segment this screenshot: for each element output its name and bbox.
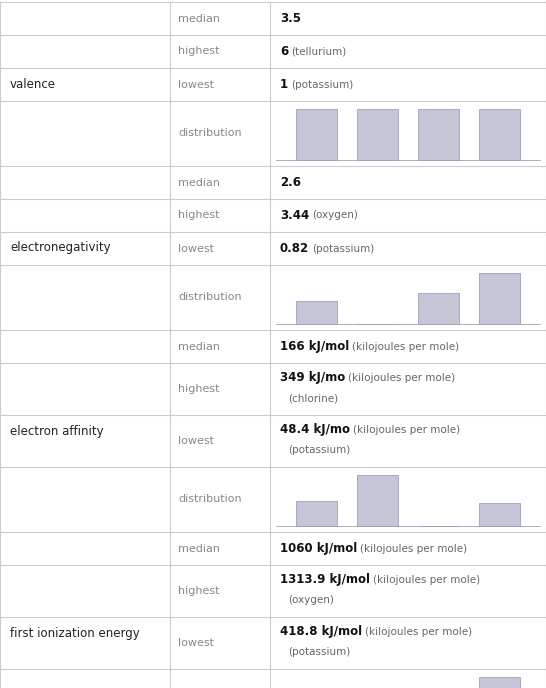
Text: (tellurium): (tellurium) [291, 47, 347, 56]
Text: median: median [178, 178, 220, 188]
Text: (potassium): (potassium) [288, 647, 350, 657]
Text: (kilojoules per mole): (kilojoules per mole) [353, 424, 460, 435]
Text: first ionization energy: first ionization energy [10, 627, 140, 640]
Text: (chlorine): (chlorine) [288, 394, 338, 403]
Text: median: median [178, 341, 220, 352]
Text: (kilojoules per mole): (kilojoules per mole) [360, 544, 467, 554]
Text: distribution: distribution [178, 292, 242, 303]
Text: valence: valence [10, 78, 56, 91]
Text: median: median [178, 544, 220, 554]
Text: distribution: distribution [178, 495, 242, 504]
Text: electron affinity: electron affinity [10, 424, 104, 438]
Text: (potassium): (potassium) [291, 80, 353, 89]
Bar [418, 109, 459, 160]
Text: distribution: distribution [178, 129, 242, 138]
Text: (kilojoules per mole): (kilojoules per mole) [348, 373, 455, 383]
Bar [479, 273, 520, 324]
Text: (kilojoules per mole): (kilojoules per mole) [352, 341, 459, 352]
Bar [479, 677, 520, 688]
Text: highest: highest [178, 384, 219, 394]
Text: highest: highest [178, 586, 219, 596]
Text: (kilojoules per mole): (kilojoules per mole) [365, 627, 472, 636]
Text: (oxygen): (oxygen) [312, 211, 358, 220]
Bar [479, 109, 520, 160]
Text: lowest: lowest [178, 638, 214, 648]
Bar [479, 503, 520, 526]
Bar [357, 109, 398, 160]
Text: 0.82: 0.82 [280, 242, 309, 255]
Text: (potassium): (potassium) [288, 445, 350, 455]
Text: lowest: lowest [178, 80, 214, 89]
Text: highest: highest [178, 47, 219, 56]
Text: 1313.9 kJ/mol: 1313.9 kJ/mol [280, 573, 370, 586]
Text: (potassium): (potassium) [312, 244, 375, 253]
Bar [357, 475, 398, 526]
Bar [296, 500, 337, 526]
Text: lowest: lowest [178, 244, 214, 253]
Text: 6: 6 [280, 45, 288, 58]
Text: 2.6: 2.6 [280, 176, 301, 189]
Bar [296, 301, 337, 324]
Text: highest: highest [178, 211, 219, 220]
Text: 349 kJ/mo: 349 kJ/mo [280, 371, 345, 384]
Text: 1060 kJ/mol: 1060 kJ/mol [280, 542, 357, 555]
Text: 418.8 kJ/mol: 418.8 kJ/mol [280, 625, 362, 638]
Text: lowest: lowest [178, 436, 214, 446]
Text: median: median [178, 14, 220, 23]
Text: 3.5: 3.5 [280, 12, 301, 25]
Text: 48.4 kJ/mo: 48.4 kJ/mo [280, 423, 350, 436]
Text: 166 kJ/mol: 166 kJ/mol [280, 340, 349, 353]
Text: 3.44: 3.44 [280, 209, 309, 222]
Bar [418, 293, 459, 324]
Text: (kilojoules per mole): (kilojoules per mole) [373, 574, 480, 585]
Bar [296, 109, 337, 160]
Text: electronegativity: electronegativity [10, 241, 111, 255]
Text: 1: 1 [280, 78, 288, 91]
Text: (oxygen): (oxygen) [288, 595, 334, 605]
